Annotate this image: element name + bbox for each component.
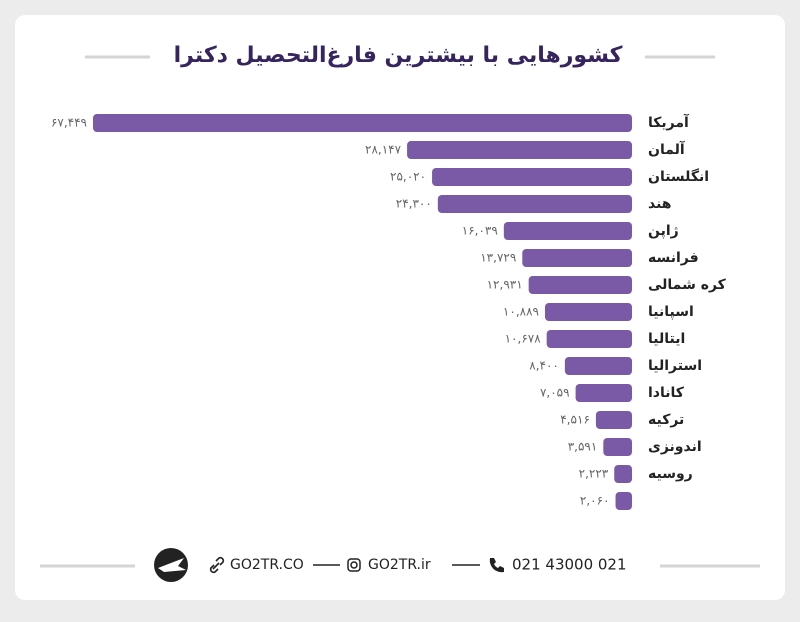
category-label: اسپانیا [648, 304, 694, 320]
logo [154, 548, 188, 582]
bar [595, 411, 632, 429]
bar [544, 303, 632, 321]
category-label: ژاپن [648, 223, 679, 239]
value-label: ۱۳,۷۲۹ [480, 251, 516, 265]
bar [522, 249, 632, 267]
value-label: ۱۶,۰۳۹ [462, 224, 498, 238]
bar [564, 357, 632, 375]
value-label: ۴,۵۱۶ [560, 413, 590, 427]
bar [432, 168, 632, 186]
value-label: ۲۸,۱۴۷ [365, 143, 402, 157]
value-label: ۱۰,۸۸۹ [503, 305, 539, 319]
value-label: ۱۰,۶۷۸ [505, 332, 542, 346]
bar [614, 465, 632, 483]
chart-title: کشورهایی با بیشترین فارغ‌التحصیل دکترا [174, 43, 623, 68]
value-label: ۲,۲۲۳ [579, 467, 609, 481]
category-label: کانادا [648, 385, 685, 401]
category-label: روسیه [648, 466, 693, 482]
category-label: استرالیا [648, 358, 702, 374]
category-label: آمریکا [648, 113, 690, 131]
instagram-icon [347, 558, 361, 572]
bar [603, 438, 632, 456]
category-label: آلمان [648, 140, 686, 158]
bar [575, 384, 632, 402]
plot: ۶۷,۴۴۹ آمریکا ۲۸,۱۴۷ آلمان ۲۵,۰۲۰ انگلستان ۲۴,… [51, 113, 727, 510]
website: GO2TR.CO [230, 557, 304, 573]
instagram: GO2TR.ir [368, 557, 431, 573]
link-icon [209, 556, 225, 574]
category-label: انگلستان [648, 168, 709, 185]
bar [93, 114, 632, 132]
value-label: ۲,۰۶۰ [580, 494, 610, 508]
bar [407, 141, 632, 159]
value-label: ۲۴,۳۰۰ [396, 197, 432, 211]
category-label: هند [648, 196, 672, 212]
instagram-icon-dot [350, 561, 358, 569]
phone-icon [489, 558, 504, 573]
category-label: ترکیه [648, 412, 684, 428]
value-label: ۶۷,۴۴۹ [51, 116, 87, 130]
category-label: اندونزی [648, 439, 702, 455]
bar [546, 330, 632, 348]
value-label: ۸,۴۰۰ [529, 359, 559, 373]
bar [528, 276, 632, 294]
bar [503, 222, 632, 240]
value-label: ۷,۰۵۹ [540, 386, 570, 400]
value-label: ۳,۵۹۱ [568, 440, 598, 454]
bar [615, 492, 632, 510]
phone: 021 43000 021 [512, 556, 627, 574]
value-label: ۲۵,۰۲۰ [390, 170, 426, 184]
value-label: ۱۲,۹۳۱ [487, 278, 523, 292]
category-label: فرانسه [648, 250, 699, 266]
card [15, 15, 785, 600]
category-label: کره شمالی [648, 277, 727, 293]
category-label: ایتالیا [648, 331, 685, 347]
bar [437, 195, 632, 213]
